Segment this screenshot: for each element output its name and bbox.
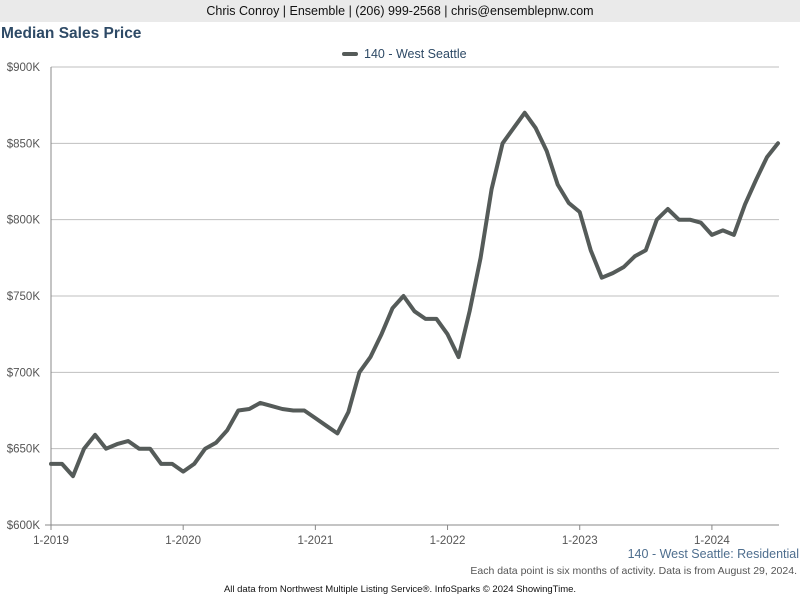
data-footnote: Each data point is six months of activit… xyxy=(470,565,797,577)
x-tick-label: 1-2022 xyxy=(430,535,466,547)
series-line-west-seattle[interactable] xyxy=(49,110,780,479)
agent-contact-text: Chris Conroy | Ensemble | (206) 999-2568… xyxy=(206,4,594,18)
agent-header-bar: Chris Conroy | Ensemble | (206) 999-2568… xyxy=(0,0,800,22)
y-tick-label: $850K xyxy=(7,138,41,150)
x-tick-label: 1-2024 xyxy=(694,535,730,547)
series-layer xyxy=(49,110,780,479)
y-tick-label: $900K xyxy=(7,62,41,74)
x-tick-label: 1-2023 xyxy=(562,535,598,547)
legend-label: 140 - West Seattle xyxy=(364,47,467,61)
y-tick-label: $650K xyxy=(7,444,41,456)
y-tick-labels: $600K $650K $700K $750K $800K $850K $900K xyxy=(7,62,41,532)
series-note: 140 - West Seattle: Residential xyxy=(627,547,799,561)
y-tick-label: $600K xyxy=(7,520,41,532)
y-tick-label: $700K xyxy=(7,367,41,379)
grid-lines xyxy=(51,66,779,450)
chart-title: Median Sales Price xyxy=(1,25,142,42)
legend[interactable]: 140 - West Seattle xyxy=(342,46,467,62)
line-chart: $600K $650K $700K $750K $800K $850K $900K 1-20… xyxy=(7,62,780,547)
y-tick-label: $750K xyxy=(7,291,41,303)
y-tick-label: $800K xyxy=(7,215,41,227)
x-tick-label: 1-2021 xyxy=(297,535,333,547)
x-tick-label: 1-2019 xyxy=(33,535,69,547)
axes xyxy=(45,67,779,526)
x-tick-label: 1-2020 xyxy=(165,535,201,547)
x-tick-labels: 1-2019 1-2020 1-2021 1-2022 1-2023 1-2024 xyxy=(33,525,730,547)
legend-swatch xyxy=(342,52,358,56)
source-note: All data from Northwest Multiple Listing… xyxy=(223,584,577,595)
